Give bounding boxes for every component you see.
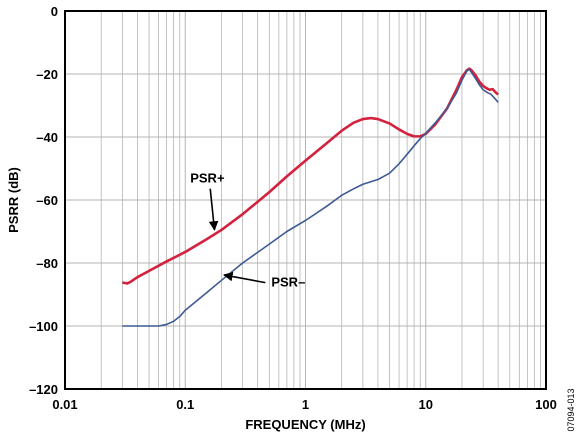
chart-annotations: PSR+ PSR– [190,171,305,290]
plot-frame [64,10,547,390]
series-line-psr-plus [122,67,499,285]
y-tick-label: –20 [36,67,58,82]
y-tick-label: –100 [29,319,58,334]
chart-series [122,67,499,327]
figure-id: 07094-013 [566,388,576,431]
annotation-label: PSR– [271,275,305,290]
x-tick-label: 0.01 [52,397,77,412]
x-tick-label: 0.1 [176,397,194,412]
y-tick-label: 0 [51,4,58,19]
x-axis-label: FREQUENCY (MHz) [245,417,365,432]
y-tick-label: –120 [29,382,58,397]
y-tick-label: –60 [36,193,58,208]
y-tick-label: –40 [36,130,58,145]
chart-grid [65,11,546,389]
annotation-label: PSR+ [190,171,225,186]
y-axis-label: PSRR (dB) [6,167,21,233]
x-tick-label: 10 [419,397,433,412]
annotation-arrow [208,188,219,231]
x-tick-label: 1 [302,397,309,412]
y-tick-label: –80 [36,256,58,271]
annotation-arrow [223,271,266,284]
chart-tick-labels: 0.01 0.1 1 10 100 0 –20 –40 –60 –80 –100 –120 [29,4,557,412]
series-line-psr-minus [122,68,499,327]
x-tick-label: 100 [535,397,557,412]
